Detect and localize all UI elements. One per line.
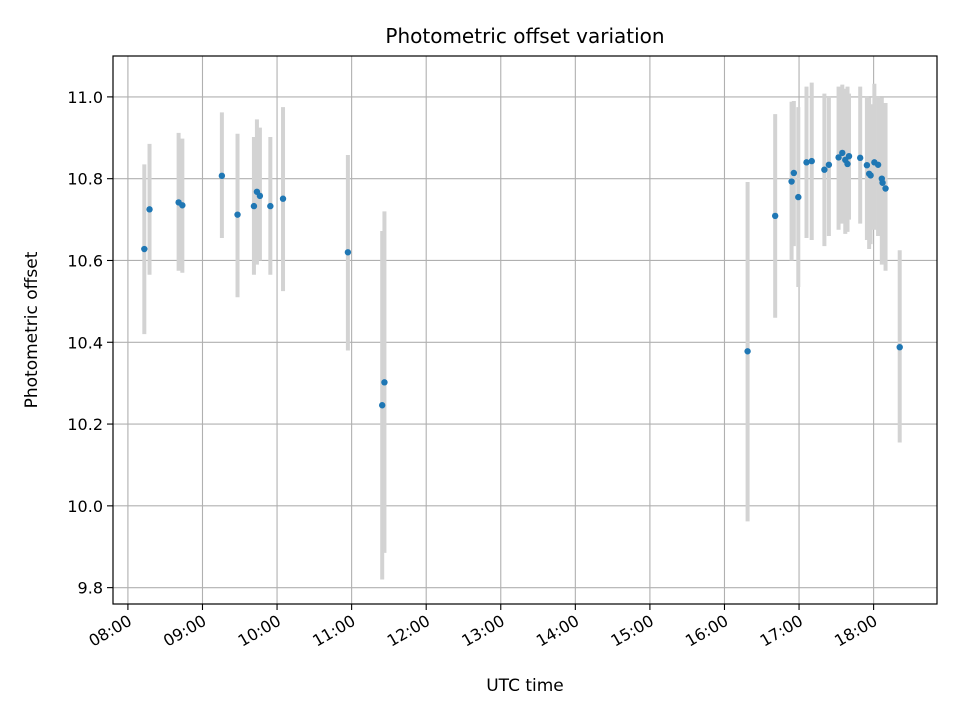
y-axis-label: Photometric offset	[22, 251, 42, 408]
data-point	[218, 172, 226, 180]
data-point	[790, 169, 798, 177]
data-point	[808, 157, 815, 165]
data-point	[845, 152, 853, 160]
data-point	[882, 185, 889, 192]
data-point	[344, 249, 352, 256]
data-point	[381, 379, 388, 386]
data-point	[825, 161, 833, 168]
data-point	[856, 154, 864, 162]
data-points	[141, 149, 903, 409]
chart-title: Photometric offset variation	[385, 24, 664, 48]
data-point	[821, 166, 828, 173]
data-point	[867, 172, 874, 179]
data-point	[256, 192, 264, 200]
data-point	[250, 202, 258, 210]
plot-frame	[112, 55, 938, 605]
data-point	[863, 161, 871, 169]
y-tick-label: 11.0	[67, 88, 103, 107]
data-point	[835, 154, 842, 161]
data-point	[896, 343, 903, 351]
y-tick-label: 9.8	[78, 579, 103, 598]
y-tick-label: 10.4	[67, 333, 103, 352]
data-point	[378, 402, 386, 409]
data-point	[795, 193, 802, 201]
y-tick-label: 10.2	[67, 415, 103, 434]
x-axis-label: UTC time	[486, 676, 564, 696]
data-point	[879, 179, 886, 186]
y-tick-label: 10.8	[67, 170, 103, 189]
data-point	[788, 178, 795, 185]
data-point	[234, 211, 241, 218]
data-point	[279, 195, 287, 202]
data-point	[771, 212, 779, 220]
data-point	[744, 348, 751, 355]
y-tick-label: 10.6	[67, 251, 103, 270]
data-point	[803, 159, 810, 166]
data-point	[874, 161, 882, 168]
y-tick-label: 10.0	[67, 497, 103, 516]
y-axis-ticks: 9.8 10.0 10.2 10.4 10.6 10.8 11.0	[67, 88, 113, 598]
data-point	[179, 202, 186, 209]
data-point	[844, 160, 851, 168]
data-point	[839, 149, 846, 157]
data-point	[267, 202, 274, 210]
data-point	[141, 245, 148, 253]
data-point	[146, 206, 153, 213]
